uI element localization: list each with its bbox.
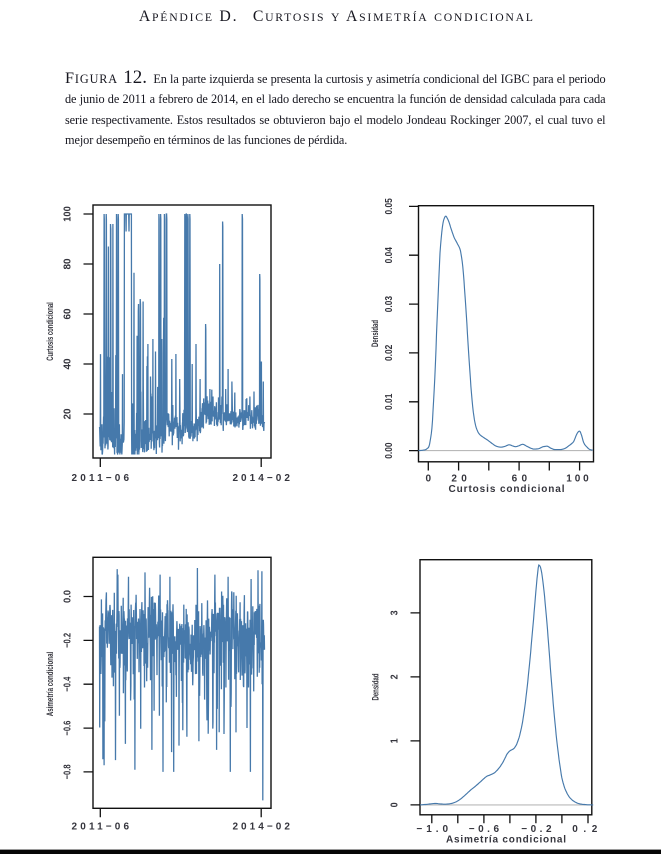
svg-text:0.05: 0.05 [384,198,395,215]
svg-text:Curtosis condicional: Curtosis condicional [449,484,565,495]
svg-text:Asimetría condicional: Asimetría condicional [45,652,55,717]
svg-text:Densidad: Densidad [371,674,381,701]
svg-text:80: 80 [63,258,74,269]
svg-text:0: 0 [390,802,401,807]
svg-text:0.03: 0.03 [384,296,395,313]
svg-text:0.04: 0.04 [384,247,395,264]
svg-text:0: 0 [426,474,432,485]
svg-text:−0.6: −0.6 [469,824,500,835]
svg-text:0.00: 0.00 [384,442,395,459]
svg-text:2014−02: 2014−02 [232,473,290,484]
svg-text:−0.6: −0.6 [63,720,74,735]
svg-text:2: 2 [390,674,401,679]
svg-text:−0.8: −0.8 [63,764,74,779]
svg-text:−1.0: −1.0 [416,824,448,835]
svg-text:100: 100 [566,474,589,485]
svg-text:0.01: 0.01 [384,393,395,410]
svg-text:−0.2: −0.2 [521,824,552,835]
svg-text:0.02: 0.02 [384,344,395,361]
svg-text:2011−06: 2011−06 [72,822,130,833]
svg-text:40: 40 [63,358,74,369]
svg-text:0.0: 0.0 [63,590,74,603]
svg-text:Curtosis condicional: Curtosis condicional [45,302,55,361]
svg-text:20: 20 [63,408,74,419]
svg-text:0.2: 0.2 [572,824,597,835]
svg-text:Asimetría condicional: Asimetría condicional [446,835,566,846]
svg-text:−0.2: −0.2 [63,633,74,648]
svg-text:1: 1 [390,738,401,743]
svg-text:Densidad: Densidad [370,320,380,347]
svg-text:−0.4: −0.4 [63,676,74,691]
svg-text:60: 60 [63,308,74,319]
svg-text:2011−06: 2011−06 [72,473,130,484]
svg-text:3: 3 [390,610,401,615]
svg-text:100: 100 [63,206,74,222]
svg-text:2014−02: 2014−02 [232,822,290,833]
